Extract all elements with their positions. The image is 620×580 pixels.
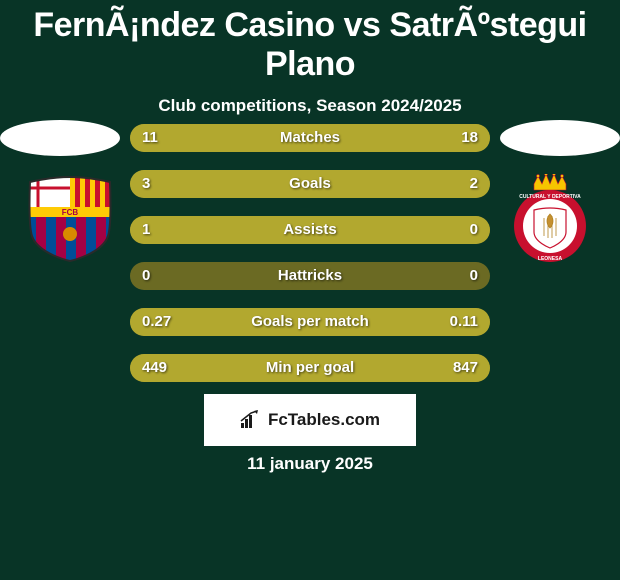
stat-row: Goals3 2 bbox=[130, 170, 490, 198]
svg-text:CULTURAL Y DEPORTIVA: CULTURAL Y DEPORTIVA bbox=[519, 194, 581, 200]
stat-value-right: 0.11 bbox=[450, 308, 478, 336]
stat-value-right: 2 bbox=[470, 170, 478, 198]
stat-label: Min per goal bbox=[130, 354, 490, 382]
stat-row: Assists1 0 bbox=[130, 216, 490, 244]
page-title: FernÃ¡ndez Casino vs SatrÃºstegui Plano bbox=[0, 0, 620, 84]
stat-row: Goals per match0.27 0.11 bbox=[130, 308, 490, 336]
ellipse-left bbox=[0, 120, 120, 156]
stat-value-right: 18 bbox=[461, 124, 478, 152]
stat-label: Matches bbox=[130, 124, 490, 152]
ellipse-right bbox=[500, 120, 620, 156]
fctables-icon bbox=[240, 409, 262, 431]
stat-row: Hattricks0 0 bbox=[130, 262, 490, 290]
stat-label: Goals bbox=[130, 170, 490, 198]
stat-row: Matches11 18 bbox=[130, 124, 490, 152]
stat-value-left: 1 bbox=[142, 216, 150, 244]
team-badge-left: FCB bbox=[20, 174, 120, 264]
page-subtitle: Club competitions, Season 2024/2025 bbox=[0, 96, 620, 116]
date-label: 11 january 2025 bbox=[0, 454, 620, 474]
stat-value-left: 11 bbox=[142, 124, 158, 152]
stat-value-left: 0 bbox=[142, 262, 150, 290]
stat-label: Goals per match bbox=[130, 308, 490, 336]
stat-value-right: 847 bbox=[453, 354, 478, 382]
stat-label: Hattricks bbox=[130, 262, 490, 290]
stat-label: Assists bbox=[130, 216, 490, 244]
svg-text:FCB: FCB bbox=[62, 208, 79, 217]
stat-row: Min per goal449 847 bbox=[130, 354, 490, 382]
footer-branding: FcTables.com bbox=[204, 394, 416, 446]
stat-value-right: 0 bbox=[470, 262, 478, 290]
stat-value-left: 0.27 bbox=[142, 308, 171, 336]
stat-value-right: 0 bbox=[470, 216, 478, 244]
stats-bars: Matches1118Goals32Assists10Hattricks00Go… bbox=[130, 124, 490, 400]
footer-label: FcTables.com bbox=[268, 410, 380, 430]
team-badge-right: CULTURAL Y DEPORTIVA LEONESA bbox=[500, 174, 600, 264]
stat-value-left: 3 bbox=[142, 170, 150, 198]
svg-text:LEONESA: LEONESA bbox=[538, 256, 563, 262]
stat-value-left: 449 bbox=[142, 354, 167, 382]
